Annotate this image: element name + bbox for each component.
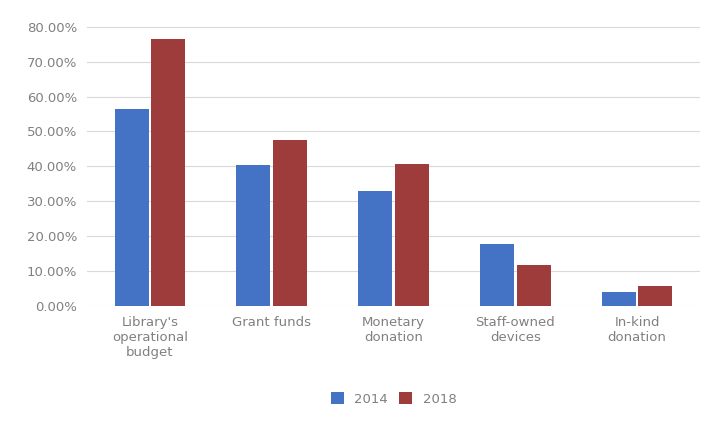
Bar <box>395 164 429 306</box>
Bar <box>516 265 551 306</box>
Bar <box>358 192 392 306</box>
Bar <box>236 164 271 306</box>
Bar <box>115 109 149 306</box>
Bar <box>151 39 185 306</box>
Bar <box>273 140 307 306</box>
Bar <box>480 244 514 306</box>
Bar <box>638 286 672 306</box>
Legend: 2014, 2018: 2014, 2018 <box>326 387 461 411</box>
Bar <box>602 292 636 306</box>
